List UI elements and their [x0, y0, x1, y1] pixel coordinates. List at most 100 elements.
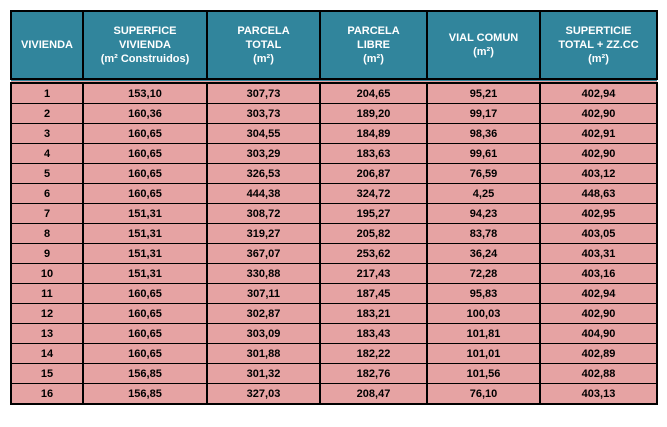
cell-vivienda: 3: [10, 123, 84, 144]
cell-vial-comun: 95,21: [426, 78, 541, 104]
cell-superficie-vivienda: 151,31: [82, 203, 208, 224]
cell-vivienda: 13: [10, 323, 84, 344]
cell-parcela-total: 307,11: [206, 283, 321, 304]
header-row: VIVIENDA SUPERFICE VIVIENDA (m² Construi…: [10, 10, 658, 82]
cell-superficie-vivienda: 160,36: [82, 103, 208, 124]
cell-vial-comun: 100,03: [426, 303, 541, 324]
cell-vial-comun: 95,83: [426, 283, 541, 304]
cell-superficie-vivienda: 156,85: [82, 383, 208, 405]
cell-vial-comun: 94,23: [426, 203, 541, 224]
cell-vivienda: 16: [10, 383, 84, 405]
cell-parcela-libre: 217,43: [319, 263, 428, 284]
cell-parcela-libre: 182,76: [319, 363, 428, 384]
cell-vial-comun: 98,36: [426, 123, 541, 144]
cell-superficie-total: 403,13: [539, 383, 658, 405]
cell-superficie-total: 402,94: [539, 283, 658, 304]
cell-vial-comun: 36,24: [426, 243, 541, 264]
cell-superficie-total: 403,12: [539, 163, 658, 184]
cell-parcela-total: 303,73: [206, 103, 321, 124]
cell-vial-comun: 83,78: [426, 223, 541, 244]
cell-superficie-vivienda: 160,65: [82, 343, 208, 364]
cell-superficie-total: 448,63: [539, 183, 658, 204]
table-row: 15 156,85 301,32 182,76 101,56 402,88: [10, 363, 658, 384]
cell-vivienda: 15: [10, 363, 84, 384]
cell-superficie-vivienda: 160,65: [82, 183, 208, 204]
cell-superficie-total: 402,90: [539, 303, 658, 324]
cell-parcela-total: 308,72: [206, 203, 321, 224]
table-row: 16 156,85 327,03 208,47 76,10 403,13: [10, 383, 658, 405]
table-row: 2 160,36 303,73 189,20 99,17 402,90: [10, 103, 658, 124]
cell-parcela-total: 327,03: [206, 383, 321, 405]
cell-parcela-libre: 253,62: [319, 243, 428, 264]
cell-parcela-total: 302,87: [206, 303, 321, 324]
cell-parcela-total: 303,09: [206, 323, 321, 344]
table-row: 7 151,31 308,72 195,27 94,23 402,95: [10, 203, 658, 224]
cell-vivienda: 6: [10, 183, 84, 204]
cell-parcela-total: 301,88: [206, 343, 321, 364]
cell-superficie-total: 403,05: [539, 223, 658, 244]
cell-vial-comun: 4,25: [426, 183, 541, 204]
cell-parcela-total: 319,27: [206, 223, 321, 244]
table-body: 1 153,10 307,73 204,65 95,21 402,94 2 160,36 303…: [10, 78, 658, 405]
cell-superficie-total: 402,94: [539, 78, 658, 104]
cell-vial-comun: 101,56: [426, 363, 541, 384]
cell-parcela-total: 301,32: [206, 363, 321, 384]
cell-parcela-libre: 206,87: [319, 163, 428, 184]
cell-superficie-vivienda: 156,85: [82, 363, 208, 384]
cell-superficie-vivienda: 160,65: [82, 283, 208, 304]
table-row: 13 160,65 303,09 183,43 101,81 404,90: [10, 323, 658, 344]
cell-parcela-total: 307,73: [206, 78, 321, 104]
table-row: 9 151,31 367,07 253,62 36,24 403,31: [10, 243, 658, 264]
cell-vivienda: 12: [10, 303, 84, 324]
header-parcela-libre: PARCELA LIBRE (m²): [319, 10, 428, 82]
cell-parcela-libre: 183,63: [319, 143, 428, 164]
cell-parcela-libre: 205,82: [319, 223, 428, 244]
cell-superficie-total: 402,90: [539, 103, 658, 124]
cell-parcela-libre: 187,45: [319, 283, 428, 304]
cell-superficie-total: 404,90: [539, 323, 658, 344]
cell-vial-comun: 101,01: [426, 343, 541, 364]
cell-parcela-total: 326,53: [206, 163, 321, 184]
cell-vivienda: 4: [10, 143, 84, 164]
cell-parcela-total: 303,29: [206, 143, 321, 164]
table-row: 8 151,31 319,27 205,82 83,78 403,05: [10, 223, 658, 244]
table-row: 3 160,65 304,55 184,89 98,36 402,91: [10, 123, 658, 144]
table-row: 14 160,65 301,88 182,22 101,01 402,89: [10, 343, 658, 364]
cell-parcela-libre: 189,20: [319, 103, 428, 124]
table-row: 11 160,65 307,11 187,45 95,83 402,94: [10, 283, 658, 304]
cell-vial-comun: 99,61: [426, 143, 541, 164]
cell-superficie-vivienda: 151,31: [82, 243, 208, 264]
cell-superficie-total: 402,95: [539, 203, 658, 224]
cell-vivienda: 7: [10, 203, 84, 224]
housing-surface-table: VIVIENDA SUPERFICE VIVIENDA (m² Construi…: [10, 10, 658, 405]
cell-superficie-vivienda: 160,65: [82, 143, 208, 164]
cell-vivienda: 11: [10, 283, 84, 304]
cell-vial-comun: 101,81: [426, 323, 541, 344]
header-vial-comun: VIAL COMUN (m²): [426, 10, 541, 82]
cell-parcela-libre: 182,22: [319, 343, 428, 364]
header-parcela-total: PARCELA TOTAL (m²): [206, 10, 321, 82]
cell-vial-comun: 76,10: [426, 383, 541, 405]
cell-superficie-vivienda: 153,10: [82, 78, 208, 104]
cell-parcela-libre: 183,43: [319, 323, 428, 344]
cell-superficie-total: 403,31: [539, 243, 658, 264]
table-row: 1 153,10 307,73 204,65 95,21 402,94: [10, 78, 658, 104]
cell-vial-comun: 72,28: [426, 263, 541, 284]
cell-vivienda: 9: [10, 243, 84, 264]
cell-superficie-total: 402,91: [539, 123, 658, 144]
cell-parcela-total: 367,07: [206, 243, 321, 264]
cell-superficie-total: 403,16: [539, 263, 658, 284]
cell-vivienda: 8: [10, 223, 84, 244]
cell-parcela-libre: 184,89: [319, 123, 428, 144]
header-superficie-vivienda: SUPERFICE VIVIENDA (m² Construidos): [82, 10, 208, 82]
table-row: 6 160,65 444,38 324,72 4,25 448,63: [10, 183, 658, 204]
cell-parcela-total: 444,38: [206, 183, 321, 204]
table-row: 4 160,65 303,29 183,63 99,61 402,90: [10, 143, 658, 164]
cell-vial-comun: 99,17: [426, 103, 541, 124]
cell-parcela-libre: 208,47: [319, 383, 428, 405]
cell-vivienda: 14: [10, 343, 84, 364]
cell-superficie-vivienda: 160,65: [82, 123, 208, 144]
cell-parcela-libre: 324,72: [319, 183, 428, 204]
cell-vivienda: 10: [10, 263, 84, 284]
cell-vivienda: 1: [10, 78, 84, 104]
